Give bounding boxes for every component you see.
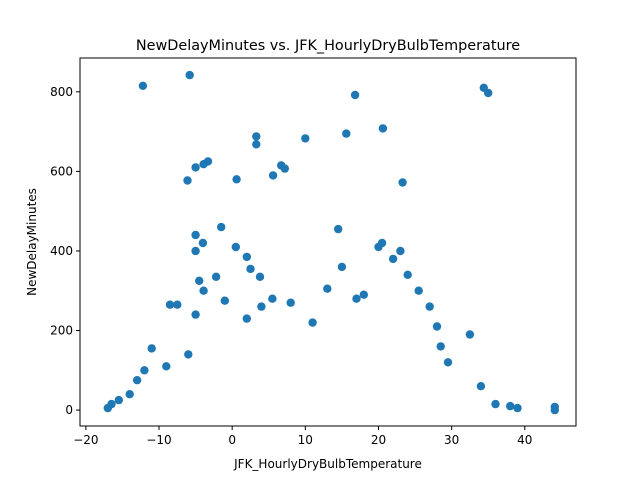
y-tick-label: 600 [50, 164, 73, 178]
data-point [191, 310, 200, 319]
data-point [432, 322, 442, 331]
data-point [199, 160, 208, 169]
y-tick-label: 200 [50, 324, 73, 338]
data-point [308, 318, 317, 327]
data-point [257, 302, 266, 311]
data-point [301, 134, 310, 143]
chart-title: NewDelayMinutes vs. JFK_HourlyDryBulbTem… [136, 38, 520, 54]
points-layer [103, 70, 559, 415]
x-tick-label: 40 [517, 433, 532, 447]
data-point [286, 298, 295, 307]
y-axis-label: NewDelayMinutes [25, 188, 39, 296]
data-point [550, 405, 559, 415]
x-tick-label: 10 [298, 433, 313, 447]
data-point [436, 342, 445, 351]
data-point [398, 178, 407, 187]
y-tick-label: 400 [50, 244, 73, 258]
data-point [334, 224, 343, 234]
data-point [191, 230, 200, 240]
data-point [107, 399, 116, 409]
data-point [138, 81, 148, 91]
data-point [506, 401, 515, 411]
data-point [491, 399, 500, 409]
data-point [255, 272, 265, 281]
data-point [396, 246, 405, 256]
data-point [443, 358, 453, 367]
data-point [476, 382, 486, 391]
x-ticks: −20 −10 0 10 20 30 40 [73, 426, 532, 447]
y-tick-label: 800 [50, 85, 73, 99]
data-point [191, 246, 200, 256]
x-tick-label: 30 [444, 433, 459, 447]
data-point [513, 403, 522, 413]
data-point [114, 395, 124, 405]
data-point [280, 164, 289, 173]
data-point [378, 124, 388, 133]
data-point [211, 272, 221, 281]
data-point [173, 300, 182, 309]
data-point [162, 362, 171, 371]
data-point [165, 300, 175, 309]
data-point [268, 171, 278, 180]
data-point [388, 254, 398, 264]
data-point [195, 276, 204, 285]
data-point [246, 264, 255, 274]
x-tick-label: −20 [73, 433, 98, 447]
data-point [198, 238, 208, 248]
data-point [374, 242, 383, 252]
data-point [199, 286, 208, 295]
x-axis-label: JFK_HourlyDryBulbTemperature [233, 457, 422, 471]
data-point [125, 390, 134, 399]
data-point [337, 262, 347, 272]
data-point [220, 296, 229, 305]
data-point [231, 242, 240, 252]
data-point [183, 176, 192, 185]
data-point [242, 252, 251, 262]
data-point [191, 163, 200, 172]
data-point [252, 132, 261, 141]
data-point [147, 344, 156, 353]
x-tick-label: −10 [146, 433, 171, 447]
data-point [342, 129, 351, 138]
data-point [140, 366, 149, 375]
data-point [184, 350, 193, 359]
data-point [242, 314, 251, 323]
x-tick-label: 20 [371, 433, 386, 447]
y-ticks: 0 200 400 600 800 [50, 85, 80, 417]
data-point [323, 284, 332, 293]
data-point [217, 222, 226, 232]
data-point [425, 302, 434, 311]
data-point [414, 286, 423, 295]
data-point [252, 140, 261, 149]
data-point [484, 88, 493, 98]
data-point [268, 294, 277, 303]
data-point [359, 290, 368, 299]
plot-frame [79, 57, 577, 427]
data-point [232, 175, 241, 184]
data-point [350, 90, 360, 100]
data-point [352, 294, 361, 303]
data-point [403, 270, 412, 279]
y-tick-label: 0 [65, 403, 73, 417]
data-point [132, 376, 142, 385]
x-tick-label: 0 [228, 433, 236, 447]
data-point [465, 330, 475, 339]
data-point [185, 70, 194, 80]
